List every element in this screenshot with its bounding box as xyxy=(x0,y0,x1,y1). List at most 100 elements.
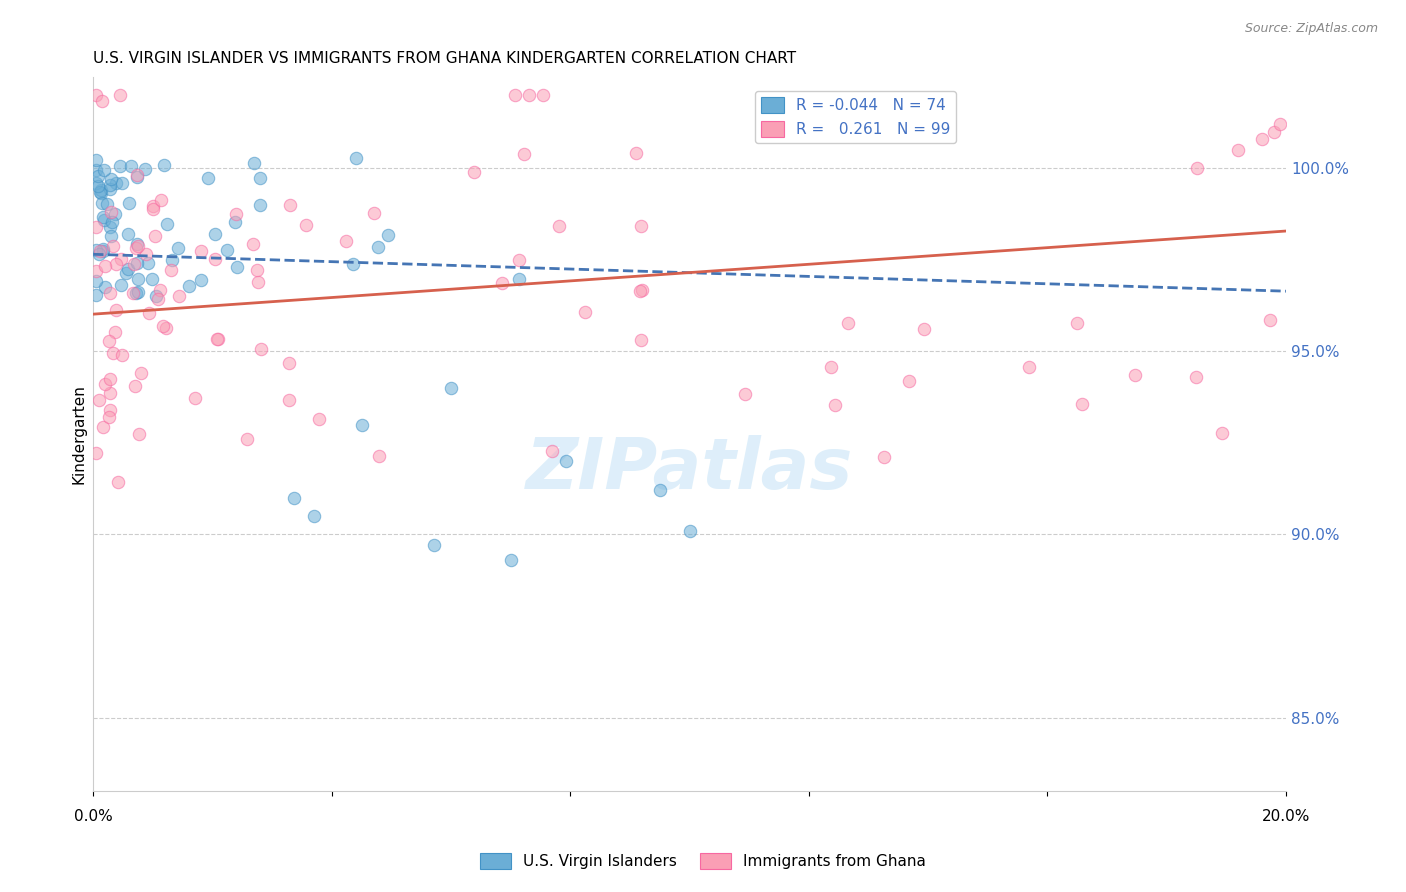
Point xyxy=(114,266,136,280)
Point xyxy=(91,211,114,225)
Point xyxy=(1227,143,1250,157)
Point xyxy=(93,163,115,178)
Point xyxy=(155,320,177,334)
Point xyxy=(91,420,114,434)
Point xyxy=(153,158,176,172)
Point xyxy=(128,426,150,441)
Point xyxy=(93,376,115,391)
Text: 0.0%: 0.0% xyxy=(73,809,112,824)
Point xyxy=(111,348,134,362)
Point xyxy=(1263,124,1285,138)
Y-axis label: Kindergarten: Kindergarten xyxy=(72,384,86,483)
Point xyxy=(160,252,183,267)
Point xyxy=(84,87,107,102)
Point xyxy=(89,185,111,199)
Point xyxy=(120,159,142,173)
Point xyxy=(87,178,110,193)
Point xyxy=(111,177,134,191)
Point xyxy=(283,491,305,505)
Point xyxy=(249,171,271,186)
Point xyxy=(167,241,190,255)
Point xyxy=(125,236,148,251)
Point xyxy=(149,194,172,208)
Point xyxy=(624,146,647,161)
Point xyxy=(215,243,238,257)
Point xyxy=(824,398,846,412)
Point xyxy=(225,207,247,221)
Point xyxy=(1251,132,1274,146)
Point xyxy=(86,169,108,184)
Point xyxy=(837,316,859,330)
Point xyxy=(183,391,205,405)
Point xyxy=(94,259,117,273)
Point xyxy=(630,284,652,298)
Point xyxy=(125,169,148,184)
Point xyxy=(125,256,148,270)
Point xyxy=(152,318,174,333)
Point xyxy=(243,156,266,170)
Point xyxy=(84,153,107,168)
Point xyxy=(125,242,148,256)
Point xyxy=(136,256,159,270)
Point xyxy=(463,165,485,179)
Point xyxy=(335,234,357,248)
Point xyxy=(127,238,149,252)
Point xyxy=(734,387,756,401)
Point xyxy=(98,386,121,401)
Point xyxy=(101,345,124,359)
Point xyxy=(117,262,139,277)
Point xyxy=(90,186,112,200)
Point xyxy=(440,381,463,395)
Point xyxy=(344,151,367,165)
Point xyxy=(91,95,114,109)
Point xyxy=(117,227,139,241)
Point xyxy=(134,161,156,176)
Point xyxy=(100,403,122,417)
Point xyxy=(224,215,246,229)
Point xyxy=(100,182,122,196)
Point xyxy=(277,356,299,370)
Point xyxy=(508,272,530,286)
Point xyxy=(246,262,269,277)
Point xyxy=(122,257,145,271)
Point xyxy=(250,342,273,356)
Point xyxy=(98,220,121,235)
Point xyxy=(155,217,177,231)
Point xyxy=(86,446,108,460)
Point xyxy=(501,553,523,567)
Point xyxy=(84,219,107,234)
Point xyxy=(1123,368,1146,383)
Point xyxy=(678,524,700,538)
Point xyxy=(160,263,183,277)
Point xyxy=(84,162,107,177)
Text: ZIPatlas: ZIPatlas xyxy=(526,435,853,504)
Point xyxy=(118,196,141,211)
Point xyxy=(820,360,842,375)
Point xyxy=(1268,117,1291,131)
Point xyxy=(108,87,131,102)
Legend: R = -0.044   N = 74, R =   0.261   N = 99: R = -0.044 N = 74, R = 0.261 N = 99 xyxy=(755,91,956,144)
Point xyxy=(107,475,129,489)
Point xyxy=(503,87,526,102)
Point xyxy=(142,199,165,213)
Point xyxy=(110,252,132,266)
Point xyxy=(179,278,201,293)
Point xyxy=(98,285,121,300)
Point xyxy=(249,198,271,212)
Point xyxy=(89,247,111,261)
Point xyxy=(98,372,121,386)
Point xyxy=(127,285,149,299)
Point xyxy=(84,177,107,191)
Point xyxy=(84,288,107,302)
Point xyxy=(122,285,145,300)
Point xyxy=(648,483,671,498)
Point xyxy=(897,374,920,388)
Point xyxy=(110,278,132,293)
Point xyxy=(101,239,124,253)
Point xyxy=(242,236,264,251)
Point xyxy=(531,87,554,102)
Point xyxy=(167,289,190,303)
Point xyxy=(141,272,163,286)
Point xyxy=(547,219,569,233)
Point xyxy=(142,202,165,216)
